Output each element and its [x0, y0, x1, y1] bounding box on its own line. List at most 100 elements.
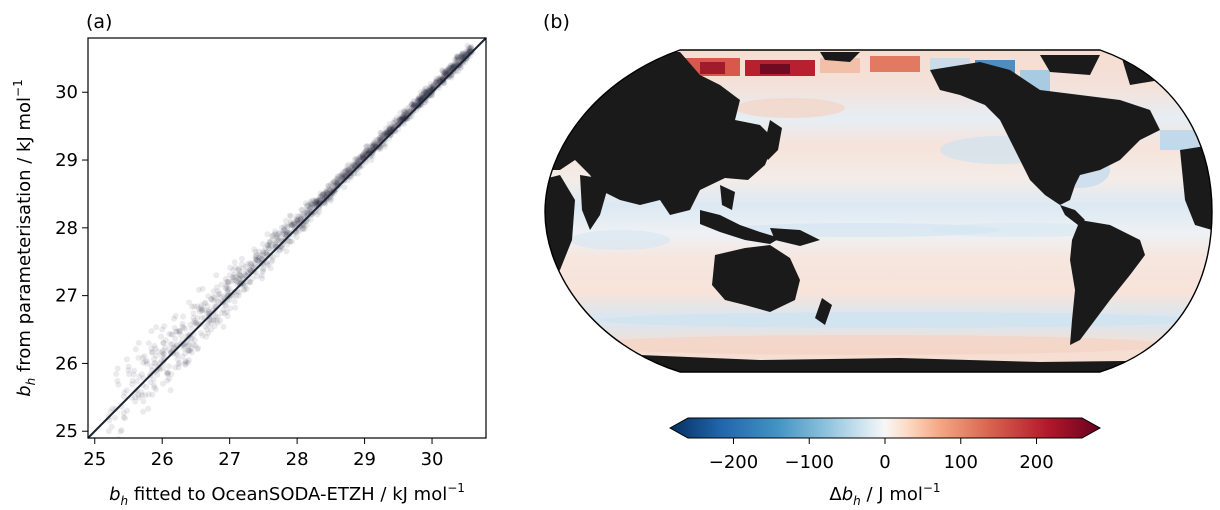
scatter-point: [436, 77, 443, 84]
scatter-point: [430, 82, 437, 89]
scatter-point: [396, 115, 403, 122]
scatter-point: [468, 44, 474, 51]
scatter-point: [194, 346, 201, 353]
scatter-point: [421, 88, 428, 95]
scatter-point: [224, 313, 231, 320]
scatter-point: [231, 259, 238, 266]
scatter-point: [465, 45, 472, 52]
scatter-point: [455, 56, 462, 63]
scatter-point: [459, 54, 466, 60]
scatter-point: [420, 91, 427, 98]
scatter-point: [131, 367, 138, 374]
scatter-point: [319, 191, 326, 198]
scatter-point: [148, 363, 155, 370]
land-north-america: [930, 62, 1160, 205]
scatter-point: [276, 246, 283, 253]
scatter-point: [308, 201, 315, 208]
scatter-point: [114, 365, 121, 372]
scatter-point: [208, 296, 215, 303]
scatter-point: [317, 196, 324, 203]
scatter-point: [365, 148, 372, 154]
map-area: [545, 50, 1212, 372]
scatter-point: [382, 141, 389, 147]
scatter-point: [363, 144, 370, 151]
scatter-point: [350, 161, 357, 168]
scatter-point: [206, 307, 213, 314]
scatter-point: [387, 126, 394, 133]
scatter-point: [383, 125, 389, 132]
scatter-point: [269, 254, 276, 261]
scatter-point: [191, 317, 198, 324]
scatter-point: [214, 298, 221, 305]
colorbar-body: [668, 417, 1102, 439]
scatter-point: [311, 197, 318, 204]
scatter-point: [341, 172, 348, 179]
scatter-point: [251, 246, 258, 253]
scatter-point: [306, 206, 313, 213]
scatter-point: [459, 51, 466, 58]
scatter-point: [221, 310, 228, 317]
map-panel: (b): [543, 11, 1213, 508]
scatter-point: [303, 210, 310, 217]
scatter-point: [373, 138, 380, 145]
scatter-point: [420, 90, 427, 97]
land-japan: [763, 120, 782, 160]
scatter-point: [231, 271, 238, 278]
scatter-point: [117, 428, 124, 435]
scatter-point: [344, 163, 351, 170]
scatter-point: [241, 272, 248, 279]
scatter-point: [268, 258, 275, 265]
scatter-point: [464, 42, 471, 49]
scatter-point: [129, 377, 136, 384]
scatter-point: [273, 240, 280, 247]
scatter-point: [385, 127, 392, 134]
scatter-point: [377, 134, 383, 141]
panel-label-a: (a): [86, 11, 112, 33]
scatter-point: [164, 369, 171, 376]
scatter-point: [311, 200, 318, 207]
scatter-point: [149, 349, 156, 355]
scatter-point: [319, 191, 326, 198]
scatter-point: [418, 92, 425, 99]
y-tick-label: 29: [55, 150, 78, 171]
scatter-point: [191, 319, 198, 326]
scatter-point: [112, 406, 119, 412]
scatter-point: [208, 317, 215, 324]
scatter-point: [138, 389, 145, 396]
scatter-point: [453, 55, 460, 62]
scatter-point: [215, 298, 222, 305]
scatter-point: [187, 347, 193, 354]
scatter-point: [359, 154, 366, 161]
x-axis-label: bh fitted to OceanSODA-ETZH / kJ mol−1: [109, 481, 465, 508]
scatter-point: [205, 308, 212, 315]
scatter-point: [307, 216, 314, 223]
scatter-point: [254, 273, 261, 280]
land-new-zealand: [815, 298, 832, 325]
scatter-point: [466, 45, 473, 52]
scatter-point: [185, 347, 192, 354]
scatter-point: [220, 306, 227, 313]
scatter-point: [319, 193, 326, 200]
scatter-point: [330, 178, 337, 185]
scatter-point: [411, 101, 418, 108]
scatter-point: [257, 252, 264, 259]
scatter-point: [313, 196, 320, 203]
scatter-point: [361, 152, 368, 159]
scatter-point: [211, 295, 218, 301]
scatter-point: [396, 116, 403, 123]
scatter-point: [331, 181, 338, 188]
scatter-point: [433, 75, 440, 82]
scatter-point: [274, 232, 281, 239]
scatter-point: [260, 265, 267, 272]
scatter-point: [390, 123, 396, 130]
scatter-point: [452, 60, 459, 67]
scatter-point: [408, 101, 415, 108]
scatter-point: [198, 306, 205, 313]
y-tick-label: 28: [55, 218, 78, 239]
scatter-point: [451, 61, 458, 68]
x-tick-label: 27: [218, 449, 241, 470]
scatter-point: [419, 93, 426, 100]
scatter-point: [120, 393, 127, 400]
scatter-point: [252, 253, 259, 259]
scatter-point: [371, 140, 378, 147]
